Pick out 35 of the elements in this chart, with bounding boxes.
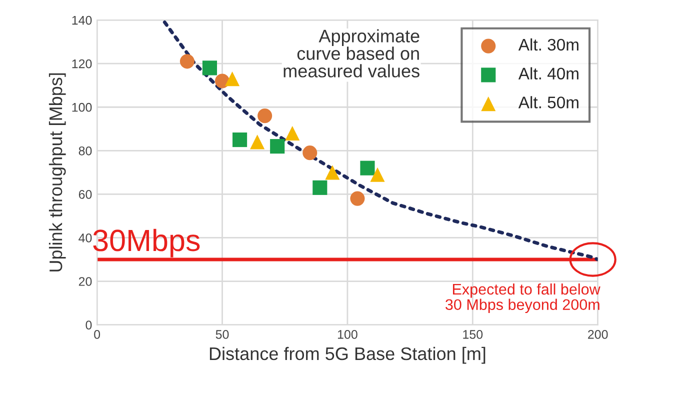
y-tick-label: 0 bbox=[86, 320, 92, 330]
point bbox=[232, 132, 248, 148]
annotation: Expected to fall below 30 Mbps beyond 200m bbox=[446, 283, 600, 314]
y-tick-label: 60 bbox=[78, 190, 92, 199]
y-axis-title: Uplink throughput [Mbps] bbox=[48, 73, 66, 272]
point bbox=[180, 54, 194, 69]
point bbox=[370, 167, 385, 182]
annotation: Approximate curve based on measured values bbox=[284, 29, 420, 78]
y-tick-label: 120 bbox=[72, 59, 92, 68]
x-tick-label: 150 bbox=[463, 330, 483, 339]
ref-line-label: 30Mbps bbox=[93, 228, 200, 258]
legend-label: Alt. 50m bbox=[518, 96, 578, 108]
point bbox=[224, 72, 240, 86]
x-axis-title: Distance from 5G Base Station [m] bbox=[210, 346, 486, 364]
x-tick-label: 0 bbox=[94, 330, 100, 339]
point bbox=[360, 160, 375, 176]
point bbox=[285, 126, 300, 141]
y-tick-label: 100 bbox=[72, 102, 92, 112]
legend-label: Alt. 40m bbox=[518, 67, 578, 80]
point bbox=[250, 134, 265, 150]
legend-label: Alt. 30m bbox=[518, 38, 578, 51]
point bbox=[350, 191, 365, 206]
y-tick-label: 40 bbox=[78, 234, 92, 242]
y-tick-label: 140 bbox=[72, 16, 92, 25]
x-tick-label: 100 bbox=[338, 330, 358, 339]
point bbox=[325, 165, 340, 180]
y-tick-label: 20 bbox=[78, 277, 92, 286]
point bbox=[270, 139, 285, 154]
y-tick-label: 80 bbox=[78, 146, 92, 156]
point bbox=[258, 108, 272, 124]
x-tick-label: 200 bbox=[588, 330, 608, 339]
x-tick-label: 50 bbox=[216, 330, 229, 339]
point bbox=[302, 146, 318, 160]
point bbox=[312, 180, 328, 195]
point bbox=[202, 60, 218, 76]
